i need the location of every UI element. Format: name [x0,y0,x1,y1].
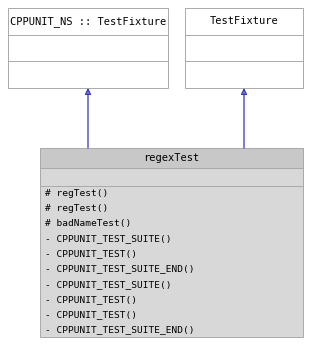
Text: # regTest(): # regTest() [45,189,108,198]
Text: - CPPUNIT_TEST(): - CPPUNIT_TEST() [45,249,137,258]
Bar [40,168,303,186]
Text: - CPPUNIT_TEST(): - CPPUNIT_TEST() [45,295,137,304]
Text: # regTest(): # regTest() [45,204,108,213]
Text: - CPPUNIT_TEST_SUITE(): - CPPUNIT_TEST_SUITE() [45,234,171,243]
Text: - CPPUNIT_TEST_SUITE_END(): - CPPUNIT_TEST_SUITE_END() [45,325,194,334]
Text: # badNameTest(): # badNameTest() [45,219,131,228]
Bar [40,148,303,337]
Bar [40,148,303,168]
Text: - CPPUNIT_TEST_SUITE_END(): - CPPUNIT_TEST_SUITE_END() [45,265,194,274]
Bar [8,8,168,88]
Text: CPPUNIT_NS :: TestFixture: CPPUNIT_NS :: TestFixture [10,16,166,27]
Bar [185,8,303,88]
Text: - CPPUNIT_TEST(): - CPPUNIT_TEST() [45,310,137,319]
Text: regexTest: regexTest [143,153,200,163]
Text: - CPPUNIT_TEST_SUITE(): - CPPUNIT_TEST_SUITE() [45,280,171,289]
Text: TestFixture: TestFixture [210,16,278,26]
